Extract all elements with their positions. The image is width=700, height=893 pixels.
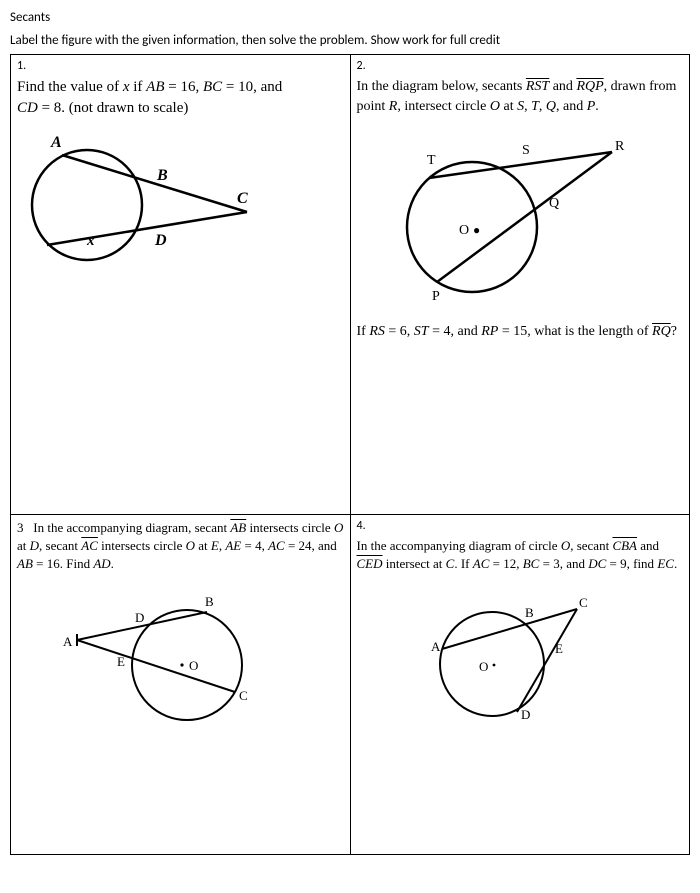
problem-4-cell: 4. In the accompanying diagram of circle… — [350, 515, 690, 855]
svg-text:C: C — [579, 595, 588, 610]
svg-text:B: B — [156, 167, 168, 184]
svg-text:O: O — [189, 658, 198, 673]
figure-4-svg: A B C E D O — [407, 579, 607, 729]
problem-number: 2. — [357, 59, 684, 73]
problem-1-text: Find the value of x if AB = 16, BC = 10,… — [17, 77, 344, 119]
worksheet-table: 1. Find the value of x if AB = 16, BC = … — [10, 54, 690, 855]
svg-text:R: R — [615, 139, 625, 154]
svg-text:x: x — [86, 233, 95, 249]
problem-3-cell: 3 In the accompanying diagram, secant AB… — [11, 515, 351, 855]
figure-3-svg: A D B E C O — [57, 580, 287, 740]
page-instruction: Label the figure with the given informat… — [10, 33, 690, 48]
svg-text:O: O — [479, 659, 488, 674]
svg-text:P: P — [432, 289, 440, 304]
problem-2-figure: T S R Q P O ● — [357, 122, 684, 312]
problem-3-text: 3 In the accompanying diagram, secant AB… — [17, 519, 344, 574]
problem-2-question: If RS = 6, ST = 4, and RP = 15, what is … — [357, 322, 684, 342]
problem-2-text: In the diagram below, secants RST and RQ… — [357, 77, 684, 116]
svg-text:A: A — [63, 634, 73, 649]
svg-text:D: D — [135, 610, 144, 625]
svg-text:T: T — [427, 153, 436, 168]
svg-text:B: B — [525, 605, 534, 620]
problem-2-cell: 2. In the diagram below, secants RST and… — [350, 55, 690, 515]
svg-text:O: O — [459, 223, 469, 238]
problem-number: 3 — [17, 520, 24, 535]
svg-text:C: C — [237, 190, 248, 207]
svg-text:E: E — [117, 654, 125, 669]
svg-text:E: E — [555, 641, 563, 656]
svg-text:C: C — [239, 688, 248, 703]
svg-text:A: A — [431, 639, 441, 654]
svg-text:Q: Q — [549, 196, 559, 211]
svg-text:B: B — [205, 594, 214, 609]
problem-1-cell: 1. Find the value of x if AB = 16, BC = … — [11, 55, 351, 515]
svg-text:●: ● — [473, 223, 480, 237]
problem-1-figure: A B C D x — [17, 125, 344, 285]
svg-text:A: A — [50, 134, 62, 151]
figure-1-svg: A B C D x — [17, 125, 267, 285]
problem-4-text: In the accompanying diagram of circle O,… — [357, 537, 684, 573]
svg-text:D: D — [154, 232, 167, 249]
figure-2-svg: T S R Q P O ● — [357, 122, 637, 312]
problem-number: 4. — [357, 519, 684, 533]
page-title: Secants — [10, 10, 690, 25]
svg-text:D: D — [521, 707, 530, 722]
svg-text:S: S — [522, 143, 530, 158]
problem-4-figure: A B C E D O — [357, 579, 684, 729]
problem-3-figure: A D B E C O — [17, 580, 344, 740]
problem-number: 1. — [17, 59, 344, 73]
